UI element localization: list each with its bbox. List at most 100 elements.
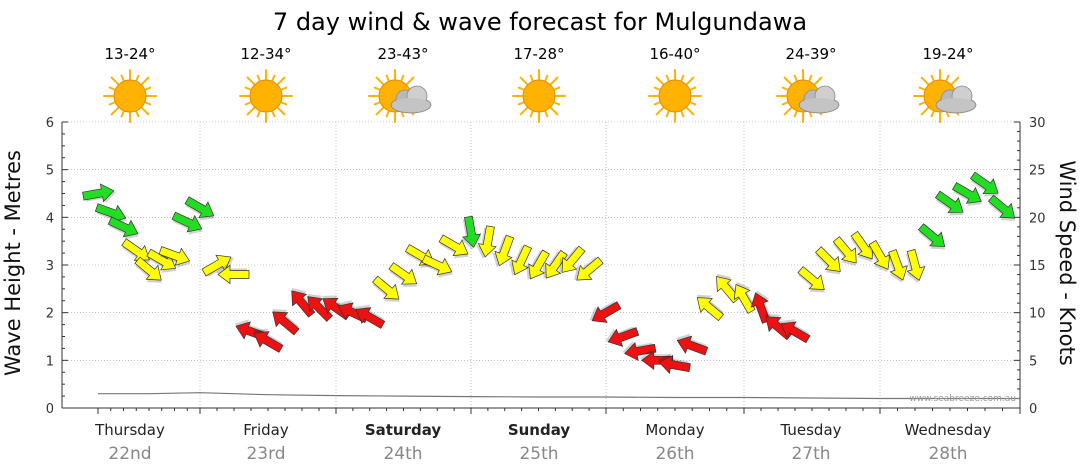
- wind-arrow-body: [952, 182, 982, 204]
- wind-arrow: [355, 304, 386, 329]
- sun-ray: [793, 110, 798, 118]
- wind-arrow: [509, 244, 533, 276]
- wind-arrow: [525, 249, 550, 280]
- right-tick-label: 25: [1029, 164, 1046, 179]
- sun-disc: [658, 79, 692, 113]
- sun-icon: [239, 69, 293, 123]
- sun-ray: [141, 76, 150, 85]
- day-name: Saturday: [365, 421, 442, 439]
- sun-ray: [550, 107, 559, 116]
- cloud-shape: [935, 85, 977, 114]
- temperature-range: 19-24°: [922, 45, 973, 63]
- wind-arrow-body: [146, 248, 177, 271]
- partly-cloudy-icon: [368, 69, 432, 123]
- wind-arrow: [253, 328, 284, 353]
- day-name: Wednesday: [905, 421, 992, 439]
- wind-arrow: [780, 319, 811, 344]
- wind-arrow: [201, 254, 234, 277]
- sun-ray: [375, 76, 384, 85]
- wind-arrow: [969, 171, 999, 197]
- wind-arrow-body: [561, 245, 586, 273]
- wind-arrow: [574, 256, 604, 281]
- wind-arrow-body: [868, 240, 891, 270]
- wind-arrow: [388, 262, 418, 287]
- sun-ray: [375, 107, 384, 116]
- wind-arrow: [750, 290, 772, 324]
- wind-arrow-body: [815, 246, 841, 272]
- wind-arrow: [676, 333, 709, 356]
- day-date: 27th: [791, 444, 830, 464]
- wind-arrow-body: [676, 335, 709, 356]
- sun-ray: [686, 107, 695, 116]
- sun-ray: [680, 110, 685, 118]
- wind-arrow-body: [528, 249, 550, 280]
- sun-icon: [103, 69, 157, 123]
- sun-ray: [680, 74, 685, 82]
- wind-arrow-body: [307, 296, 333, 322]
- sun-ray: [271, 74, 276, 82]
- sun-ray: [519, 107, 528, 116]
- partly-cloudy-icon: [776, 69, 840, 123]
- watermark[interactable]: www.seabreeze.com.au: [909, 394, 1016, 404]
- chart-title: 7 day wind & wave forecast for Mulgundaw…: [273, 8, 807, 36]
- day-date: 25th: [519, 444, 558, 464]
- wind-arrow: [421, 254, 453, 278]
- sun-ray: [246, 76, 255, 85]
- wind-arrow: [307, 293, 333, 322]
- right-tick-label: 15: [1029, 259, 1046, 274]
- plot-area: 0 1 2 3 4 5 6 0 5 10 15 20 25 30: [46, 116, 1046, 417]
- sun-ray: [930, 74, 935, 82]
- sun-ray: [918, 86, 926, 91]
- wind-arrow-body: [477, 225, 497, 258]
- right-tick-label: 20: [1029, 211, 1046, 226]
- sun-ray: [108, 86, 116, 91]
- sun-ray: [550, 76, 559, 85]
- sun-ray: [141, 107, 150, 116]
- wind-arrow: [622, 341, 657, 361]
- wind-arrow: [438, 234, 469, 259]
- cloud-shape: [390, 85, 432, 114]
- sun-ray: [244, 86, 252, 91]
- sun-ray: [783, 107, 792, 116]
- day-name: Tuesday: [779, 421, 841, 439]
- sun-ray: [665, 110, 670, 118]
- sun-ray: [930, 110, 935, 118]
- wind-arrow: [797, 266, 825, 293]
- wind-arrow: [542, 249, 568, 279]
- wind-arrow-body: [253, 331, 284, 353]
- wind-arrow: [868, 240, 891, 273]
- wind-arrow-body: [272, 311, 300, 336]
- wind-arrow: [657, 353, 691, 375]
- day-name: Sunday: [508, 421, 571, 439]
- day-name: Thursday: [94, 421, 165, 439]
- sun-ray: [400, 74, 405, 82]
- wind-arrow: [461, 215, 482, 250]
- sun-ray: [144, 86, 152, 91]
- sun-ray: [373, 86, 381, 91]
- wind-arrow-body: [438, 234, 469, 257]
- wind-arrow-body: [158, 246, 191, 266]
- sun-ray: [665, 74, 670, 82]
- wind-arrow-body: [934, 190, 964, 214]
- wind-arrow: [171, 211, 203, 235]
- right-tick-label: 10: [1029, 307, 1046, 322]
- left-tick-label: 1: [46, 354, 54, 369]
- sun-ray: [553, 86, 561, 91]
- wind-arrow-body: [388, 262, 418, 285]
- sun-ray: [920, 107, 929, 116]
- sun-ray: [256, 110, 261, 118]
- sun-ray: [271, 110, 276, 118]
- wind-arrow-body: [658, 354, 691, 375]
- sun-ray: [144, 101, 152, 106]
- sun-ray: [781, 86, 789, 91]
- sun-ray: [277, 76, 286, 85]
- sun-ray: [385, 74, 390, 82]
- temperature-range: 24-39°: [785, 45, 836, 63]
- weather-icon-row: [103, 69, 977, 123]
- wind-arrow: [696, 294, 725, 322]
- day-date: 26th: [655, 444, 694, 464]
- wind-arrow-body: [780, 321, 811, 344]
- sun-ray: [246, 107, 255, 116]
- wind-arrow: [372, 275, 400, 302]
- right-tick-label: 5: [1029, 354, 1037, 369]
